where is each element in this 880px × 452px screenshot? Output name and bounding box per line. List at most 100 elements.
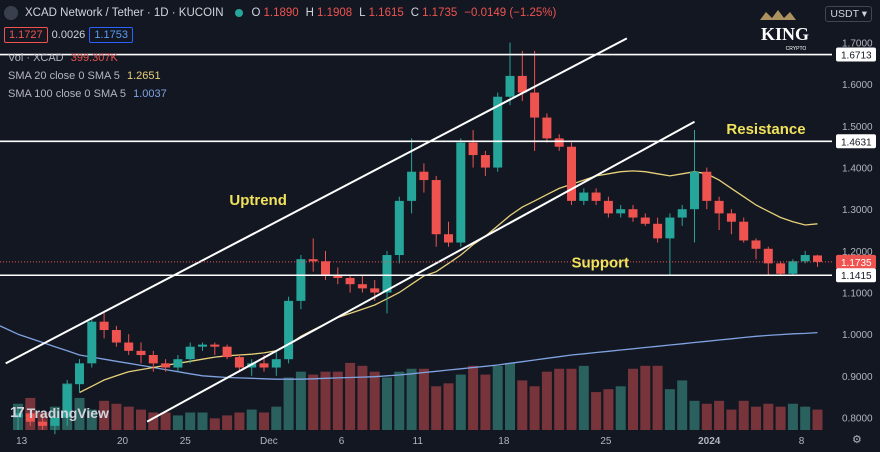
candle-body[interactable]: [505, 75, 515, 97]
candle-body[interactable]: [480, 155, 490, 168]
candle-body[interactable]: [38, 421, 48, 426]
sma100-value: 1.0037: [133, 88, 167, 100]
candle-body[interactable]: [370, 288, 380, 293]
volume-bar: [677, 380, 688, 430]
candle-body[interactable]: [210, 344, 220, 347]
candle-body[interactable]: [726, 213, 736, 222]
volume-bar: [431, 386, 442, 430]
candle-body[interactable]: [813, 255, 822, 262]
candle-body[interactable]: [50, 417, 60, 426]
candle-body[interactable]: [616, 209, 626, 214]
candle-body[interactable]: [345, 277, 355, 285]
candle-body[interactable]: [591, 192, 601, 201]
volume-bar: [603, 389, 614, 430]
volume-bar: [492, 365, 503, 430]
candle-body[interactable]: [333, 275, 343, 278]
candle-body[interactable]: [13, 413, 23, 418]
candle-body[interactable]: [800, 255, 810, 262]
volume-bar: [652, 365, 663, 430]
candle-body[interactable]: [776, 263, 786, 274]
candle-body[interactable]: [567, 146, 576, 201]
candle-body[interactable]: [407, 171, 417, 201]
candle-body[interactable]: [653, 223, 663, 239]
volume-legend[interactable]: Vol · XCAD 399.307K: [8, 52, 118, 64]
candle-body[interactable]: [530, 92, 540, 118]
candle-body[interactable]: [296, 259, 306, 301]
candle-body[interactable]: [185, 346, 195, 360]
candle-body[interactable]: [468, 142, 478, 156]
candle-body[interactable]: [665, 217, 675, 239]
candle-body[interactable]: [62, 384, 72, 418]
buy-price[interactable]: 1.1753: [89, 27, 133, 43]
sma20-value: 1.2651: [126, 70, 161, 82]
candle-body[interactable]: [603, 200, 613, 214]
candle-body[interactable]: [542, 117, 552, 139]
low-label: L: [359, 7, 366, 19]
candle-body[interactable]: [259, 363, 269, 368]
candle-body[interactable]: [702, 171, 712, 201]
candle-body[interactable]: [136, 350, 146, 356]
candle-body[interactable]: [554, 138, 564, 147]
candle-body[interactable]: [493, 96, 503, 168]
currency-selector[interactable]: USDT ▾: [825, 6, 872, 22]
volume-bar: [689, 400, 700, 430]
uptrend-channel-line[interactable]: [146, 120, 695, 423]
candle-body[interactable]: [222, 346, 232, 358]
volume-bar: [615, 386, 626, 430]
volume-bar: [394, 371, 405, 430]
candle-body[interactable]: [628, 209, 638, 218]
price-axis-tick: 1.5000: [842, 122, 873, 133]
uptrend-channel-line[interactable]: [5, 37, 628, 365]
candle-body[interactable]: [579, 192, 589, 201]
candle-body[interactable]: [517, 75, 527, 93]
candle-body[interactable]: [271, 359, 281, 368]
candle-body[interactable]: [173, 359, 183, 368]
candle-body[interactable]: [419, 171, 429, 181]
candle-body[interactable]: [234, 357, 244, 368]
symbol-title[interactable]: XCAD Network / Tether · 1D · KUCOIN: [25, 7, 224, 19]
price-label-top: 1.6713: [841, 51, 872, 62]
volume-bar: [763, 403, 774, 430]
candle-body[interactable]: [161, 363, 171, 368]
volume-bar: [591, 392, 602, 430]
candle-body[interactable]: [87, 321, 97, 364]
candle-body[interactable]: [75, 363, 84, 385]
volume-bar: [775, 406, 786, 430]
candle-body[interactable]: [148, 355, 158, 364]
candle-body[interactable]: [690, 171, 699, 210]
volume-bar: [332, 371, 343, 430]
settings-icon[interactable]: ⚙: [852, 434, 862, 446]
candle-body[interactable]: [25, 413, 35, 422]
candle-body[interactable]: [751, 240, 761, 249]
candle-body[interactable]: [99, 321, 109, 331]
candle-body[interactable]: [714, 200, 724, 214]
candle-body[interactable]: [788, 261, 798, 274]
sell-price[interactable]: 1.1727: [4, 27, 48, 43]
candle-body[interactable]: [357, 284, 367, 289]
candle-body[interactable]: [739, 221, 749, 241]
candle-body[interactable]: [763, 248, 773, 264]
candle-body[interactable]: [124, 342, 134, 351]
sma100-legend[interactable]: SMA 100 close 0 SMA 5 1.0037: [8, 88, 167, 100]
candle-body[interactable]: [382, 255, 392, 293]
candle-body[interactable]: [321, 261, 330, 276]
candle-body[interactable]: [444, 234, 453, 243]
candle-body[interactable]: [394, 200, 404, 256]
candle-body[interactable]: [198, 344, 207, 347]
volume-bar: [468, 365, 479, 430]
annotation-resistance: Resistance: [726, 121, 805, 138]
candle-body[interactable]: [111, 330, 121, 343]
volume-bar: [148, 412, 159, 430]
candle-body[interactable]: [640, 217, 650, 224]
volume-bar: [209, 418, 220, 430]
candle-body[interactable]: [677, 209, 687, 218]
candle-body[interactable]: [284, 300, 294, 360]
sma20-legend[interactable]: SMA 20 close 0 SMA 5 1.2651: [8, 70, 161, 82]
candle-body[interactable]: [456, 142, 466, 243]
annotation-uptrend: Uptrend: [229, 192, 287, 209]
candle-body[interactable]: [431, 180, 441, 235]
time-axis-tick: 20: [117, 436, 129, 447]
candle-body[interactable]: [308, 259, 318, 262]
volume-bar: [382, 377, 392, 430]
